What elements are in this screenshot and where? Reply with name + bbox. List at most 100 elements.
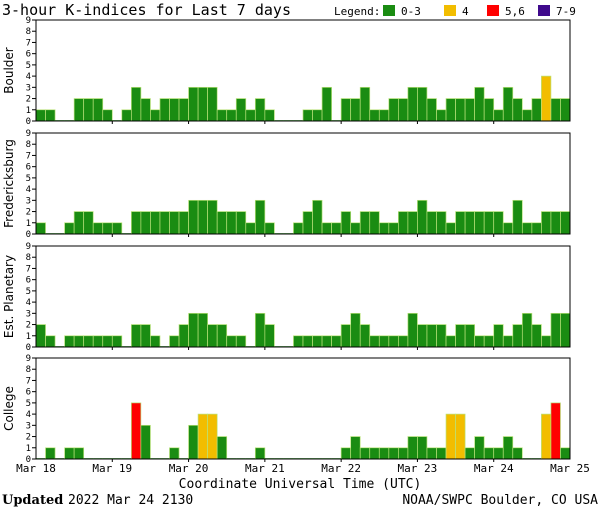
kp-bar (83, 98, 94, 122)
y-tick-label: 9 (26, 354, 31, 364)
kp-bar (378, 335, 390, 348)
kp-bar (521, 222, 533, 235)
kp-bar (378, 447, 390, 460)
kp-bar (197, 312, 208, 348)
y-tick-label: 9 (26, 129, 31, 139)
kp-bar (388, 98, 399, 122)
kp-bar (73, 447, 85, 460)
kp-bar (140, 98, 151, 122)
kp-bar (398, 98, 409, 122)
kp-bar (111, 335, 123, 348)
kp-bar (188, 312, 199, 348)
y-tick-label: 2 (26, 208, 31, 218)
kp-bar (302, 211, 313, 235)
kp-bar (35, 109, 46, 122)
kp-bar (331, 335, 342, 348)
kp-bar (464, 211, 475, 235)
y-tick-label: 0 (26, 230, 31, 240)
kp-bar (483, 335, 495, 348)
kp-bar (197, 413, 208, 460)
kp-bar (417, 436, 428, 460)
kp-bar (150, 211, 161, 235)
kp-bar (483, 211, 495, 235)
kp-bar (321, 335, 332, 348)
panel-frame (35, 357, 571, 460)
kp-bar (264, 324, 275, 348)
kp-bar (321, 86, 332, 122)
panels: 0123456789Boulder0123456789Fredericksbur… (2, 16, 571, 465)
kp-bar (312, 109, 323, 122)
kp-bar (245, 222, 256, 235)
kp-bar (131, 211, 142, 235)
kp-bar (245, 109, 256, 122)
kp-bar (550, 312, 561, 348)
kp-bar (340, 211, 352, 235)
kp-bar (502, 222, 514, 235)
y-tick-label: 4 (26, 185, 31, 195)
kp-bar (340, 324, 352, 348)
y-tick-label: 1 (26, 219, 31, 229)
kp-bar (493, 324, 504, 348)
legend-label: 0-3 (401, 5, 421, 18)
kp-bar (426, 211, 437, 235)
kp-bar (92, 98, 104, 122)
kp-bar (455, 211, 466, 235)
kp-bar (178, 324, 189, 348)
kp-bar (131, 402, 142, 460)
kp-bar (207, 86, 218, 122)
panel-frame (35, 245, 571, 348)
kp-bar (512, 98, 523, 122)
x-tick-label: Mar 18 (16, 462, 56, 475)
kp-bar (350, 222, 361, 235)
kp-bar (73, 211, 85, 235)
x-tick-label: Mar 22 (321, 462, 361, 475)
y-tick-label: 0 (26, 343, 31, 353)
y-tick-label: 4 (26, 72, 31, 82)
kp-bar (474, 211, 485, 235)
kp-bar (216, 211, 228, 235)
kp-bar (493, 109, 504, 122)
kp-bar (169, 335, 180, 348)
kp-bar (417, 324, 428, 348)
kp-bar (455, 413, 466, 460)
kp-bar (226, 109, 237, 122)
y-tick-label: 2 (26, 95, 31, 105)
kp-bar (64, 335, 75, 348)
kp-bar (254, 312, 266, 348)
kp-bar (131, 324, 142, 348)
kp-bar (512, 324, 523, 348)
kp-bar (178, 211, 189, 235)
kp-bar (254, 199, 266, 235)
kp-bar (455, 324, 466, 348)
kp-bar (407, 86, 418, 122)
kp-bar (102, 222, 113, 235)
kp-bar (398, 447, 409, 460)
kp-bar (226, 211, 237, 235)
panel-frame (35, 19, 571, 122)
y-tick-label: 2 (26, 433, 31, 443)
kp-bar (254, 447, 266, 460)
kp-bar (302, 335, 313, 348)
kp-bar (159, 211, 170, 235)
x-axis: Mar 18 Mar 19 Mar 20 Mar 21 Mar 22 Mar 23 Mar … (16, 462, 590, 475)
updated-label: Updated (2, 493, 63, 508)
kp-bar (483, 447, 495, 460)
y-tick-label: 0 (26, 117, 31, 127)
footer-credit: NOAA/SWPC Boulder, CO USA (402, 493, 598, 508)
kp-bar (169, 98, 180, 122)
kp-bar (235, 335, 247, 348)
kp-bar (169, 447, 180, 460)
y-tick-label: 6 (26, 276, 31, 286)
kp-bar (445, 413, 456, 460)
y-tick-label: 6 (26, 50, 31, 60)
kp-bar (359, 447, 371, 460)
kp-bar (464, 447, 475, 460)
kp-bar (207, 413, 218, 460)
kp-bar (188, 86, 199, 122)
kp-bar (474, 86, 485, 122)
kp-bar (159, 98, 170, 122)
legend: 0-3 4 5,6 7-9 (383, 5, 576, 18)
